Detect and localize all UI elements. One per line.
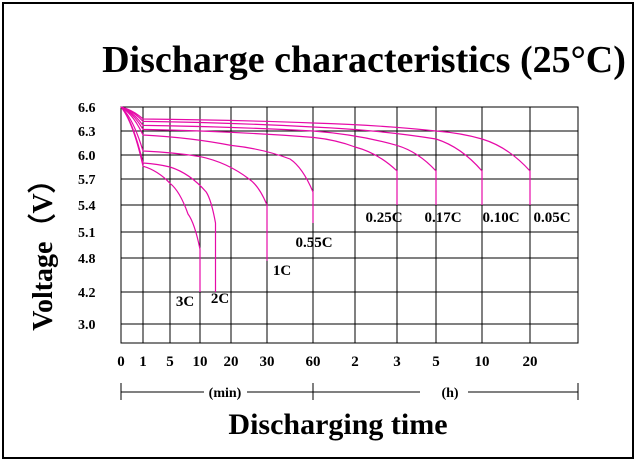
y-tick-label: 6.6 <box>78 101 96 116</box>
y-tick-label: 5.1 <box>78 226 96 241</box>
plot-grid <box>120 106 579 344</box>
x-unit-hours: (h) <box>441 386 458 401</box>
curve-label-0.25C: 0.25C <box>365 210 402 226</box>
y-tick-label: 4.8 <box>78 252 96 267</box>
y-tick-label: 3.0 <box>78 318 96 333</box>
x-tick-label: 20 <box>523 354 538 370</box>
x-tick-label: 3 <box>393 354 401 370</box>
curve-label-3C: 3C <box>176 294 194 310</box>
curve-0.05C <box>120 106 531 205</box>
x-tick-label: 2 <box>351 354 359 370</box>
curve-3C <box>120 106 201 292</box>
curve-label-1C: 1C <box>273 263 291 279</box>
curve-0.25C <box>120 106 398 205</box>
curve-label-0.05C: 0.05C <box>533 210 570 226</box>
curve-label-0.10C: 0.10C <box>482 210 519 226</box>
curve-label-0.55C: 0.55C <box>295 235 332 251</box>
y-tick-label: 6.0 <box>78 149 96 164</box>
x-tick-label: 5 <box>166 354 174 370</box>
y-axis-label: Voltage（V） <box>26 165 59 330</box>
curve-labels: 3C 2C 1C0.55C 0.25C 0.17C 0.10C 0.05C <box>176 210 571 310</box>
x-unit-minutes: (min) <box>209 386 242 401</box>
x-tick-label: 1 <box>139 354 147 370</box>
x-tick-label: 20 <box>224 354 239 370</box>
x-tick-label: 30 <box>260 354 275 370</box>
curve-label-2C: 2C <box>211 291 229 307</box>
x-axis-label: Discharging time <box>228 408 447 441</box>
chart-title: Discharge characteristics (25°C) <box>102 39 626 81</box>
y-tick-labels: 6.6 6.3 6.0 5.7 5.4 5.1 4.8 4.2 3.0 <box>78 101 96 333</box>
y-tick-label: 5.4 <box>78 199 96 214</box>
x-unit-brackets: (min) (h) <box>120 383 579 401</box>
curve-1C <box>120 106 268 261</box>
x-tick-label: 10 <box>193 354 208 370</box>
x-tick-label: 5 <box>432 354 440 370</box>
y-tick-label: 5.7 <box>78 173 96 188</box>
y-tick-label: 4.2 <box>78 286 96 301</box>
curve-0.10C <box>120 106 483 205</box>
y-tick-label: 6.3 <box>78 125 96 140</box>
curve-0.55C <box>120 106 314 223</box>
curve-0.17C <box>120 106 437 205</box>
x-tick-label: 60 <box>306 354 321 370</box>
curve-label-0.17C: 0.17C <box>424 210 461 226</box>
chart-frame <box>2 2 634 459</box>
discharge-curves <box>120 106 531 292</box>
x-tick-label: 0 <box>117 354 125 370</box>
x-tick-label: 10 <box>475 354 490 370</box>
curve-2C <box>120 106 217 292</box>
x-tick-labels: 0 1 5 10 20 30 60 2 3 5 10 20 <box>117 354 537 370</box>
